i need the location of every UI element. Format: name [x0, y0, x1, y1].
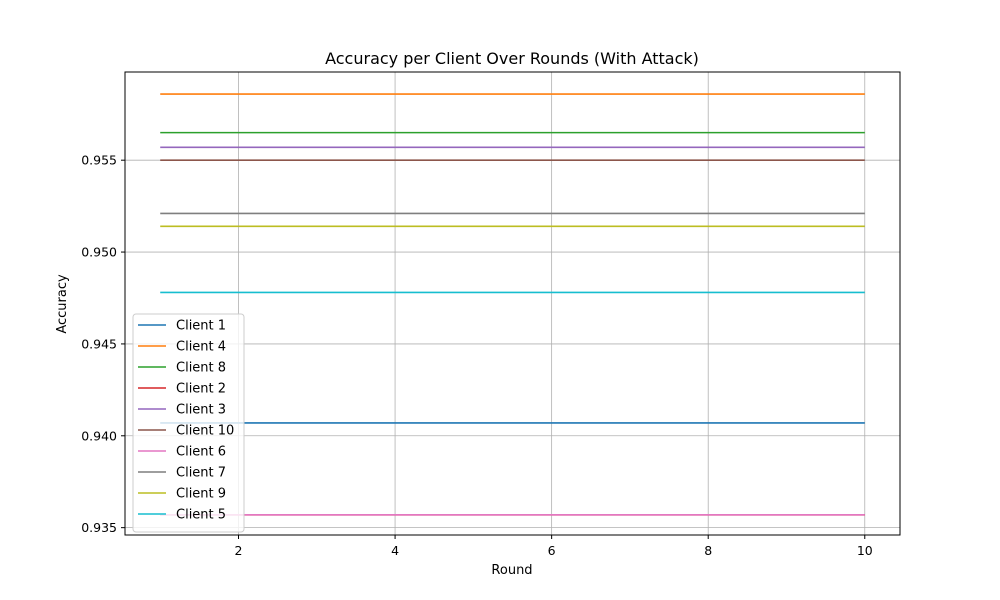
plot-frame [124, 71, 901, 536]
legend-label: Client 9 [176, 487, 226, 502]
series-lines [160, 93, 865, 516]
legend-label: Client 3 [176, 403, 226, 418]
y-tick-label: 0.935 [81, 520, 117, 535]
legend-label: Client 1 [176, 319, 226, 334]
legend-label: Client 5 [176, 508, 226, 523]
y-tick-label: 0.950 [81, 245, 117, 260]
y-axis-ticks: 0.935 0.940 0.945 0.950 0.955 [81, 153, 125, 535]
x-tick-label: 10 [857, 543, 873, 558]
y-tick-label: 0.940 [81, 428, 117, 443]
y-tick-label: 0.955 [81, 153, 117, 168]
chart-title: Accuracy per Client Over Rounds (With At… [325, 49, 699, 68]
x-tick-label: 4 [391, 543, 399, 558]
legend-box [132, 313, 245, 533]
x-tick-label: 6 [548, 543, 556, 558]
x-tick-label: 8 [704, 543, 712, 558]
x-axis-ticks: 2 4 6 8 10 [235, 535, 873, 558]
x-tick-label: 2 [235, 543, 243, 558]
legend-label: Client 4 [176, 340, 226, 355]
y-tick-label: 0.945 [81, 336, 117, 351]
legend-label: Client 10 [176, 424, 234, 439]
y-axis-label: Accuracy [55, 274, 70, 334]
legend-label: Client 2 [176, 382, 226, 397]
legend-label: Client 7 [176, 466, 226, 481]
legend: Client 1 Client 4 Client 8 Client 2 Client 3… [132, 313, 245, 533]
legend-label: Client 6 [176, 445, 226, 460]
legend-label: Client 8 [176, 361, 226, 376]
x-axis-label: Round [491, 563, 532, 578]
